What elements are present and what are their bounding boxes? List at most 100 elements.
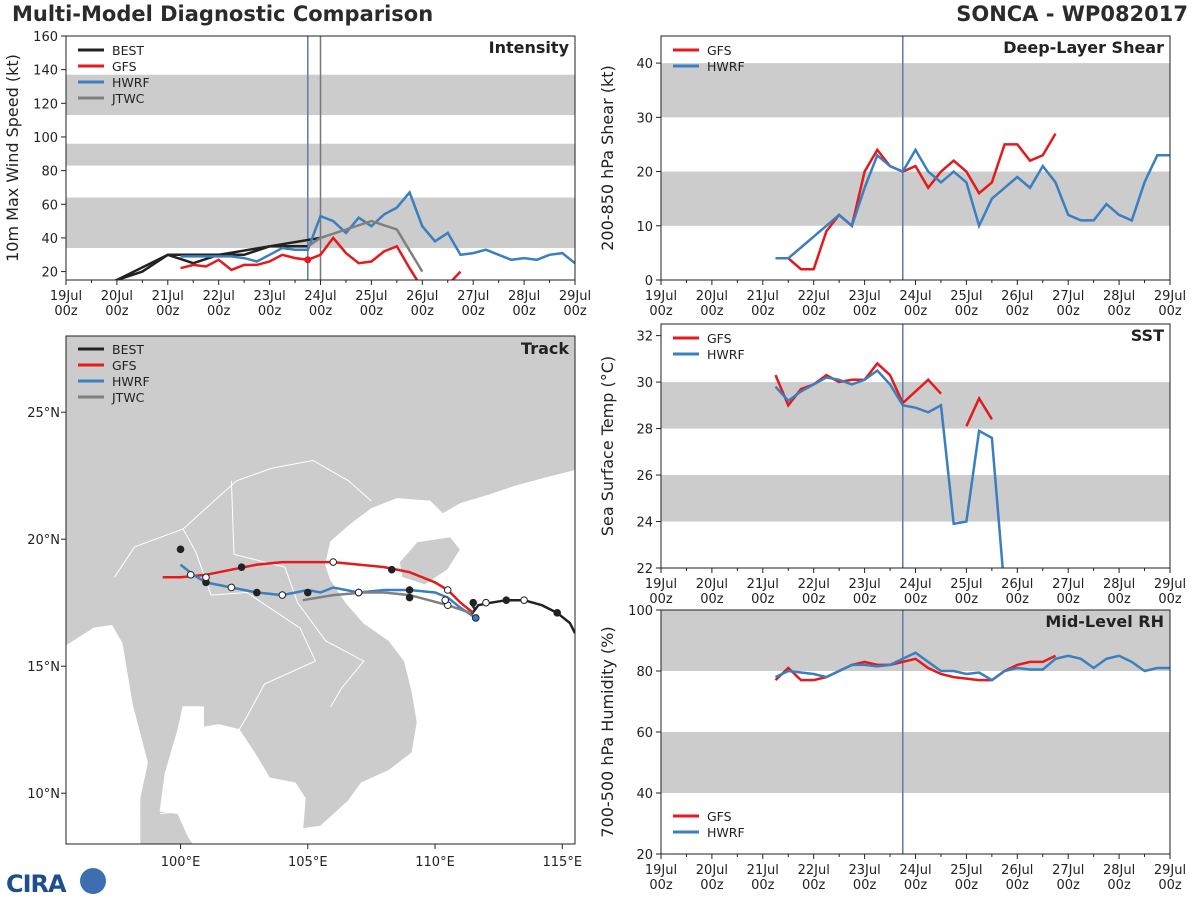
rh-xtick-hour: 00z bbox=[649, 878, 673, 893]
sst-xtick-day: 26Jul bbox=[1001, 577, 1033, 592]
sst-ytick-label: 32 bbox=[636, 330, 653, 345]
track-position-marker bbox=[405, 586, 414, 594]
track-line-hwrf bbox=[179, 563, 477, 619]
intensity-legend-label-jtwc: JTWC bbox=[111, 91, 145, 106]
shear-xtick-day: 28Jul bbox=[1103, 289, 1135, 304]
rh-xtick-hour: 00z bbox=[853, 878, 877, 893]
track-ytick-label: 25°N bbox=[27, 406, 60, 421]
intensity-xtick-hour: 00z bbox=[309, 304, 333, 319]
shear-xtick-day: 25Jul bbox=[950, 289, 982, 304]
shear-xtick-hour: 00z bbox=[955, 304, 979, 319]
sst-xtick-hour: 00z bbox=[649, 592, 673, 607]
sst-series-hwrf bbox=[774, 368, 1004, 568]
shear-xtick-hour: 00z bbox=[700, 304, 724, 319]
intensity-xtick-hour: 00z bbox=[258, 304, 282, 319]
sst-band bbox=[661, 382, 1170, 429]
track-position-marker bbox=[253, 588, 261, 597]
intensity-ylabel: 10m Max Wind Speed (kt) bbox=[3, 54, 22, 262]
sst-xtick-day: 24Jul bbox=[899, 577, 931, 592]
sst-series-gfs bbox=[774, 361, 942, 408]
shear-xtick-hour: 00z bbox=[1158, 304, 1182, 319]
sst-ytick-label: 26 bbox=[636, 469, 653, 484]
intensity-xtick-hour: 00z bbox=[462, 304, 486, 319]
track-position-marker bbox=[553, 609, 561, 617]
intensity-xtick-day: 21Jul bbox=[152, 289, 184, 304]
rh-ytick-label: 40 bbox=[636, 787, 653, 802]
shear-title: Deep-Layer Shear bbox=[1003, 38, 1164, 57]
intensity-ytick-label: 140 bbox=[33, 64, 58, 79]
intensity-series-jtwc bbox=[307, 219, 424, 273]
rh-xtick-day: 26Jul bbox=[1001, 863, 1033, 878]
shear-xtick-hour: 00z bbox=[649, 304, 673, 319]
track-xtick-label: 105°E bbox=[288, 855, 328, 870]
rh-xtick-hour: 00z bbox=[1107, 878, 1131, 893]
shear-xtick-day: 27Jul bbox=[1052, 289, 1084, 304]
track-position-marker bbox=[443, 586, 452, 594]
shear-xtick-hour: 00z bbox=[802, 304, 826, 319]
shear-legend-label-gfs: GFS bbox=[707, 43, 732, 58]
intensity-xtick-hour: 00z bbox=[207, 304, 231, 319]
shear-xtick-day: 20Jul bbox=[696, 289, 728, 304]
intensity-ytick-label: 160 bbox=[33, 30, 58, 45]
shear-ytick-label: 40 bbox=[636, 57, 653, 72]
intensity-xtick-hour: 00z bbox=[105, 304, 129, 319]
intensity-legend-label-hwrf: HWRF bbox=[112, 75, 150, 90]
shear-band bbox=[661, 171, 1170, 226]
rh-xtick-day: 20Jul bbox=[696, 863, 728, 878]
sst-series-gfs bbox=[965, 395, 993, 427]
track-position-marker bbox=[405, 593, 414, 602]
sst-xtick-hour: 00z bbox=[904, 592, 928, 607]
track-xtick-label: 100°E bbox=[161, 855, 201, 870]
shear-xtick-day: 22Jul bbox=[798, 289, 830, 304]
sst-xtick-hour: 00z bbox=[1006, 592, 1030, 607]
rh-xtick-hour: 00z bbox=[802, 878, 826, 893]
track-border bbox=[160, 810, 191, 814]
intensity-xtick-day: 24Jul bbox=[304, 289, 336, 304]
track-ytick-label: 15°N bbox=[27, 660, 60, 675]
track-map-layer bbox=[66, 336, 575, 844]
shear-xtick-hour: 00z bbox=[853, 304, 877, 319]
sst-xtick-day: 25Jul bbox=[950, 577, 982, 592]
intensity-xtick-day: 23Jul bbox=[253, 289, 285, 304]
rh-band bbox=[661, 732, 1170, 793]
intensity-legend-label-gfs: GFS bbox=[112, 59, 137, 74]
track-position-marker bbox=[303, 588, 312, 597]
intensity-ytick-label: 60 bbox=[41, 198, 58, 213]
intensity-xtick-hour: 00z bbox=[54, 304, 78, 319]
shear-xtick-day: 29Jul bbox=[1154, 289, 1186, 304]
shear-xtick-day: 26Jul bbox=[1001, 289, 1033, 304]
rh-ytick-label: 60 bbox=[636, 726, 653, 741]
rh-title: Mid-Level RH bbox=[1045, 612, 1164, 631]
sst-xtick-day: 27Jul bbox=[1052, 577, 1084, 592]
storm-id: SONCA - WP082017 bbox=[956, 2, 1188, 26]
sst-xtick-hour: 00z bbox=[1107, 592, 1131, 607]
intensity-xtick-day: 25Jul bbox=[355, 289, 387, 304]
track-border bbox=[113, 528, 317, 730]
track-position-marker bbox=[520, 596, 528, 604]
intensity-xtick-day: 28Jul bbox=[508, 289, 540, 304]
shear-ylabel: 200-850 hPa Shear (kt) bbox=[598, 65, 617, 251]
rh-series-hwrf bbox=[774, 651, 1170, 682]
track-hainan bbox=[398, 536, 462, 586]
intensity-xtick-hour: 00z bbox=[563, 304, 587, 319]
shear-xtick-hour: 00z bbox=[1057, 304, 1081, 319]
shear-ytick-label: 30 bbox=[636, 111, 653, 126]
shear-ytick-label: 20 bbox=[636, 166, 653, 181]
track-border bbox=[230, 480, 365, 708]
rh-xtick-day: 22Jul bbox=[798, 863, 830, 878]
sst-ytick-label: 24 bbox=[636, 516, 653, 531]
rh-ytick-label: 100 bbox=[628, 604, 653, 619]
sst-xtick-day: 19Jul bbox=[645, 577, 677, 592]
sst-ytick-label: 22 bbox=[636, 562, 653, 577]
intensity-xtick-hour: 00z bbox=[360, 304, 384, 319]
track-position-marker bbox=[329, 558, 338, 566]
rh-xtick-hour: 00z bbox=[751, 878, 775, 893]
rh-xtick-day: 19Jul bbox=[645, 863, 677, 878]
rh-xtick-day: 27Jul bbox=[1052, 863, 1084, 878]
cira-logo-icon bbox=[80, 868, 106, 894]
intensity-xtick-day: 20Jul bbox=[101, 289, 133, 304]
intensity-xtick-hour: 00z bbox=[512, 304, 536, 319]
intensity-ytick-label: 100 bbox=[33, 131, 58, 146]
